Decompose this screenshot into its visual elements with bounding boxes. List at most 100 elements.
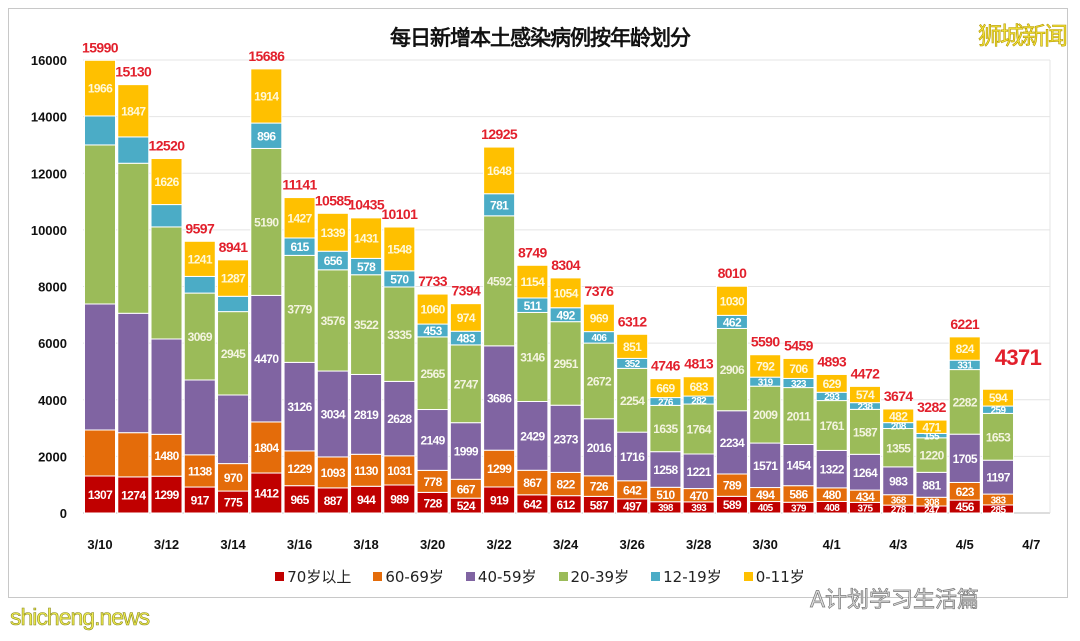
- segment-value-label: 406: [591, 333, 607, 344]
- segment-value-label: 822: [557, 478, 576, 492]
- x-tick-label: 3/26: [620, 537, 645, 552]
- bar-segment: [383, 380, 416, 457]
- bar-segment: [383, 286, 416, 382]
- legend-swatch: [373, 572, 383, 581]
- bar-segment: [117, 162, 150, 314]
- total-value-label: 3674: [884, 388, 914, 404]
- segment-value-label: 1093: [321, 466, 346, 480]
- segment-value-label: 276: [658, 397, 674, 408]
- y-tick-label: 4000: [38, 393, 67, 408]
- total-value-label: 11141: [282, 177, 317, 193]
- bar-segment: [416, 409, 449, 471]
- segment-value-label: 319: [758, 377, 774, 388]
- segment-value-label: 3146: [520, 351, 545, 365]
- segment-value-label: 615: [290, 240, 309, 254]
- y-tick-label: 0: [60, 506, 67, 521]
- bar-segment: [449, 303, 482, 332]
- segment-value-label: 2565: [420, 367, 445, 381]
- segment-value-label: 589: [723, 498, 742, 512]
- bar-segment: [516, 401, 549, 471]
- segment-value-label: 208: [891, 421, 907, 432]
- bar-segment: [483, 345, 516, 451]
- segment-value-label: 1427: [287, 211, 312, 225]
- y-tick-label: 16000: [31, 53, 67, 68]
- bar-segment: [848, 385, 881, 404]
- segment-value-label: 3779: [287, 302, 312, 316]
- segment-value-label: 1653: [986, 430, 1011, 444]
- segment-value-label: 1060: [420, 303, 445, 317]
- y-tick-label: 8000: [38, 280, 67, 295]
- bar-segment: [915, 419, 948, 434]
- y-tick-label: 10000: [31, 223, 67, 238]
- x-tick-label: 3/18: [353, 537, 378, 552]
- legend-label: 70岁以上: [287, 568, 352, 586]
- segment-value-label: 623: [956, 485, 975, 499]
- segment-value-label: 497: [623, 500, 642, 514]
- x-tick-label: 4/3: [889, 537, 907, 552]
- total-value-label: 10435: [348, 197, 385, 213]
- segment-value-label: 1999: [454, 445, 479, 459]
- bar-segment: [782, 444, 815, 487]
- bar-segment: [516, 311, 549, 403]
- bar-segment: [283, 254, 316, 363]
- segment-value-label: 944: [357, 493, 376, 507]
- segment-value-label: 1287: [221, 272, 246, 286]
- legend-label: 0-11岁: [755, 568, 805, 586]
- segment-value-label: 1626: [154, 175, 179, 189]
- segment-value-label: 1130: [354, 464, 379, 478]
- segment-value-label: 1966: [88, 82, 113, 96]
- bar-segment: [749, 354, 782, 378]
- segment-value-label: 1705: [953, 452, 978, 466]
- total-value-label: 7733: [418, 273, 448, 289]
- bar-segment: [383, 455, 416, 486]
- segment-value-label: 1322: [820, 463, 845, 477]
- segment-value-label: 594: [989, 391, 1008, 405]
- x-tick-label: 3/22: [486, 537, 511, 552]
- bar-segment: [549, 277, 582, 309]
- segment-value-label: 612: [557, 498, 576, 512]
- bar-segment: [250, 421, 283, 474]
- segment-value-label: 331: [957, 361, 973, 372]
- total-value-label: 9597: [185, 220, 215, 236]
- bar-segment: [150, 475, 183, 514]
- segment-value-label: 1914: [254, 90, 279, 104]
- segment-value-label: 4470: [254, 352, 279, 366]
- segment-value-label: 5190: [254, 215, 279, 229]
- total-value-label: 6312: [618, 313, 648, 329]
- x-tick-label: 3/28: [686, 537, 711, 552]
- segment-value-label: 728: [423, 496, 442, 510]
- segment-value-label: 2282: [953, 395, 978, 409]
- total-value-label: 4813: [684, 356, 714, 372]
- legend-swatch: [651, 572, 661, 581]
- x-tick-label: 3/20: [420, 537, 445, 552]
- segment-value-label: 989: [390, 493, 409, 507]
- bar-segment: [183, 454, 216, 488]
- bar-segment: [150, 204, 183, 228]
- bar-segment: [217, 259, 250, 297]
- total-value-label: 3282: [917, 399, 947, 415]
- y-tick-label: 14000: [31, 110, 67, 125]
- segment-value-label: 1761: [820, 419, 845, 433]
- bar-segment: [350, 274, 383, 375]
- y-tick-label: 2000: [38, 449, 67, 464]
- bar-segment: [316, 269, 349, 372]
- segment-value-label: 1264: [853, 466, 878, 480]
- bar-segment: [948, 369, 981, 435]
- segment-value-label: 642: [523, 497, 542, 511]
- y-tick-label: 6000: [38, 336, 67, 351]
- bar-segment: [283, 197, 316, 239]
- total-value-label: 7376: [585, 283, 615, 299]
- bar-segment: [582, 342, 615, 420]
- segment-value-label: 775: [224, 496, 243, 510]
- bar-segment: [948, 336, 981, 361]
- bar-segment: [982, 388, 1015, 407]
- bar-segment: [782, 357, 815, 379]
- segment-value-label: 483: [457, 332, 476, 346]
- legend-swatch: [558, 572, 568, 581]
- total-value-label: 12925: [481, 126, 518, 142]
- segment-value-label: 667: [457, 482, 476, 496]
- segment-value-label: 570: [390, 272, 409, 286]
- bar-segment: [848, 408, 881, 455]
- bar-segment: [316, 487, 349, 514]
- segment-value-label: 781: [490, 198, 509, 212]
